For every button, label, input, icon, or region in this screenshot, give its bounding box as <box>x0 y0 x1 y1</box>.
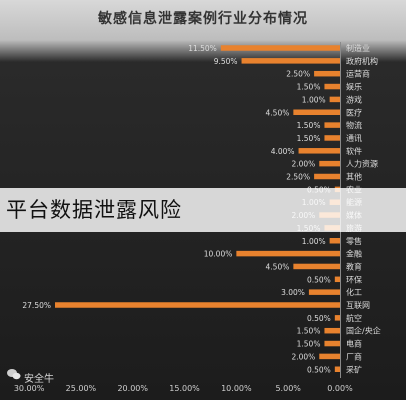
data-label-10: 2.50% <box>286 173 310 182</box>
category-label-21: 航空 <box>346 313 362 323</box>
category-label-0: 制造业 <box>346 43 370 53</box>
category-label-8: 软件 <box>346 146 362 156</box>
category-label-23: 电商 <box>346 339 362 349</box>
category-label-16: 金融 <box>346 249 362 259</box>
bar-5 <box>293 109 340 115</box>
category-label-18: 环保 <box>346 274 362 284</box>
category-label-10: 其他 <box>346 172 362 182</box>
category-label-24: 厂商 <box>346 351 362 361</box>
bar-6 <box>324 122 340 128</box>
data-label-25: 0.50% <box>307 365 331 374</box>
bar-22 <box>324 327 340 334</box>
bar-21 <box>334 315 340 321</box>
data-label-2: 2.50% <box>286 70 310 79</box>
bar-18 <box>334 276 340 283</box>
data-label-24: 2.00% <box>291 352 315 361</box>
category-label-9: 人力资源 <box>346 159 378 169</box>
bar-16 <box>236 250 340 257</box>
caption-overlay: 平台数据泄露风险 <box>0 188 406 232</box>
x-tick-label-5: 25.00% <box>66 384 97 393</box>
category-label-6: 物流 <box>346 120 362 130</box>
bar-0 <box>220 45 340 51</box>
bar-8 <box>298 148 340 154</box>
data-label-5: 4.50% <box>266 108 290 117</box>
x-tick-label-4: 20.00% <box>117 384 148 393</box>
data-label-15: 1.00% <box>302 237 326 246</box>
bar-20 <box>55 302 340 308</box>
category-label-4: 游戏 <box>346 94 362 104</box>
x-tick-label-0: 0.00% <box>327 384 353 393</box>
x-tick-label-6: 30.00% <box>14 384 45 393</box>
data-label-3: 1.50% <box>297 83 321 92</box>
bar-25 <box>334 366 340 372</box>
chart-title: 敏感信息泄露案例行业分布情况 <box>98 11 308 27</box>
bar-7 <box>324 135 340 141</box>
bar-9 <box>319 160 340 167</box>
data-label-4: 1.00% <box>302 95 326 104</box>
bar-24 <box>319 353 340 360</box>
data-label-20: 27.50% <box>22 301 51 310</box>
category-label-5: 医疗 <box>346 107 362 117</box>
wechat-icon <box>7 369 21 380</box>
data-label-22: 1.50% <box>297 327 321 336</box>
data-label-0: 11.50% <box>188 44 217 53</box>
x-tick-label-2: 10.00% <box>221 384 252 393</box>
data-label-9: 2.00% <box>291 160 315 169</box>
data-label-6: 1.50% <box>297 121 321 130</box>
data-label-16: 10.00% <box>204 250 233 259</box>
category-label-25: 采矿 <box>346 364 362 374</box>
category-label-19: 化工 <box>346 287 362 297</box>
category-label-1: 政府机构 <box>346 56 378 66</box>
category-label-17: 教育 <box>346 261 362 271</box>
bar-10 <box>314 173 340 180</box>
bar-19 <box>308 289 340 295</box>
x-tick-label-3: 15.00% <box>169 384 200 393</box>
data-label-19: 3.00% <box>281 288 305 297</box>
data-label-7: 1.50% <box>297 134 321 143</box>
category-label-7: 通讯 <box>346 133 362 143</box>
category-label-15: 零售 <box>346 236 362 246</box>
caption-text: 平台数据泄露风险 <box>6 198 182 222</box>
data-label-8: 4.00% <box>271 147 295 156</box>
category-label-22: 国企/央企 <box>346 326 381 336</box>
bar-4 <box>329 96 340 103</box>
category-label-20: 互联网 <box>346 301 370 310</box>
bar-1 <box>241 58 340 64</box>
data-label-23: 1.50% <box>297 340 321 349</box>
bar-3 <box>324 83 340 90</box>
watermark-text: 安全牛 <box>24 374 54 385</box>
bar-17 <box>293 263 340 270</box>
data-label-18: 0.50% <box>307 275 331 284</box>
bar-15 <box>329 238 340 244</box>
data-label-1: 9.50% <box>214 57 238 66</box>
bar-23 <box>324 340 340 347</box>
data-label-21: 0.50% <box>307 314 331 323</box>
bar-2 <box>314 70 340 77</box>
data-label-17: 4.50% <box>266 262 290 271</box>
x-tick-label-1: 5.00% <box>275 384 301 393</box>
category-label-2: 运营商 <box>346 69 370 79</box>
category-label-3: 娱乐 <box>346 82 362 92</box>
